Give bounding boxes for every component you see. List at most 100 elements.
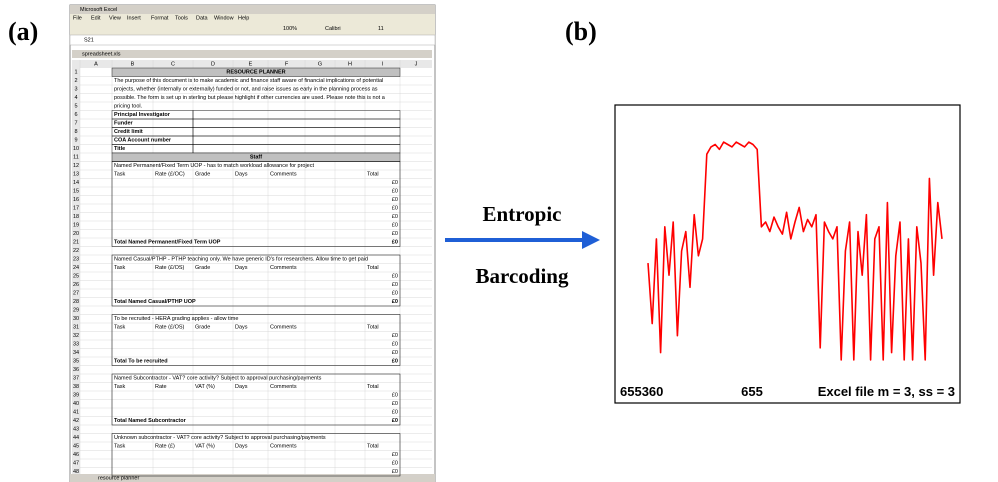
- section-title: Staff: [250, 155, 262, 161]
- cell-value: £0: [392, 461, 398, 467]
- column-header: H: [348, 61, 352, 67]
- menu-item[interactable]: Insert: [127, 15, 141, 21]
- row-number: 46: [73, 452, 79, 458]
- column-header: A: [94, 61, 98, 67]
- column-label: Task: [114, 265, 126, 271]
- section-heading: Named Casual/PTHP - PTHP teaching only. …: [114, 257, 368, 263]
- cell-value: £0: [392, 197, 398, 203]
- row-number: 19: [73, 223, 79, 229]
- column-label: Comments: [270, 444, 297, 450]
- row-number: 44: [73, 435, 79, 441]
- column-label: Rate (£/OS): [155, 325, 185, 331]
- menu-item[interactable]: View: [109, 15, 121, 21]
- column-label: Days: [235, 384, 248, 390]
- column-label: Days: [235, 325, 248, 331]
- cell-value: £0: [392, 282, 398, 288]
- row-number: 36: [73, 367, 79, 373]
- row-number: 3: [74, 87, 77, 93]
- app-title: Microsoft Excel: [80, 7, 117, 13]
- cell-ref: S21: [84, 37, 94, 43]
- column-label: Total: [367, 172, 379, 178]
- intro-line: pricing tool.: [114, 104, 143, 110]
- column-label: Total: [367, 384, 379, 390]
- column-label: Grade: [195, 172, 210, 178]
- column-label: Task: [114, 444, 126, 450]
- row-number: 23: [73, 257, 79, 263]
- row-number: 18: [73, 214, 79, 220]
- total-label: Total To be recruited: [114, 359, 168, 365]
- field-label: Principal Investigator: [114, 112, 171, 118]
- column-label: Days: [235, 444, 248, 450]
- cell-value: £0: [392, 401, 398, 407]
- column-header: D: [211, 61, 215, 67]
- row-number: 9: [74, 138, 77, 144]
- column-label: Total: [367, 325, 379, 331]
- row-number: 13: [73, 172, 79, 178]
- row-number: 1: [74, 70, 77, 76]
- column-label: Task: [114, 172, 126, 178]
- font-name: Calibri: [325, 26, 341, 32]
- row-number: 32: [73, 333, 79, 339]
- row-number: 38: [73, 384, 79, 390]
- cell-value: £0: [392, 223, 398, 229]
- column-header: G: [318, 61, 322, 67]
- row-number: 39: [73, 393, 79, 399]
- cell-value: £0: [392, 452, 398, 458]
- total-label: Total Named Subcontractor: [114, 418, 187, 424]
- column-label: Rate (£/OC): [155, 172, 185, 178]
- column-label: Comments: [270, 384, 297, 390]
- field-label: COA Account number: [114, 138, 172, 144]
- row-number: 10: [73, 146, 79, 152]
- row-number: 20: [73, 231, 79, 237]
- font-size: 11: [378, 26, 384, 32]
- figure: (a) (b) Entropic Barcoding Microsoft Exc…: [0, 0, 998, 482]
- menu-item[interactable]: Window: [214, 15, 234, 21]
- menu-item[interactable]: File: [73, 15, 82, 21]
- cell-value: £0: [392, 393, 398, 399]
- column-label: Rate (£/OS): [155, 265, 185, 271]
- row-number: 5: [74, 104, 77, 110]
- column-label: Comments: [270, 325, 297, 331]
- column-label: Total: [367, 444, 379, 450]
- menu-item[interactable]: Format: [151, 15, 169, 21]
- row-number: 7: [74, 121, 77, 127]
- menu-item[interactable]: Tools: [175, 15, 188, 21]
- column-label: VAT (%): [195, 444, 215, 450]
- row-number: 2: [74, 78, 77, 84]
- row-number: 24: [73, 265, 79, 271]
- annotation: Excel file m = 3, ss = 3: [818, 384, 955, 399]
- column-label: Comments: [270, 172, 297, 178]
- arrow-head: [582, 231, 600, 249]
- cell-value: £0: [392, 180, 398, 186]
- row-number: 26: [73, 282, 79, 288]
- column-label: Days: [235, 265, 248, 271]
- row-number: 17: [73, 206, 79, 212]
- cell-value: £0: [392, 350, 398, 356]
- cell-value: £0: [392, 206, 398, 212]
- section-heading: Named Permanent/Fixed Term UOP - has to …: [114, 163, 314, 169]
- row-number: 29: [73, 308, 79, 314]
- cell-value: £0: [392, 342, 398, 348]
- menu-bar: [70, 14, 435, 22]
- field-label: Credit limit: [114, 129, 143, 135]
- sheet-tab[interactable]: resource planner: [98, 475, 139, 481]
- total-value: £0: [392, 359, 398, 365]
- menu-item[interactable]: Edit: [91, 15, 101, 21]
- row-number: 28: [73, 299, 79, 305]
- row-number: 37: [73, 376, 79, 382]
- arrow-label: Barcoding: [476, 264, 569, 288]
- menu-item[interactable]: Data: [196, 15, 209, 21]
- row-number: 6: [74, 112, 77, 118]
- cell-value: £0: [392, 333, 398, 339]
- menu-item[interactable]: Help: [238, 15, 249, 21]
- row-number: 42: [73, 418, 79, 424]
- row-number: 31: [73, 325, 79, 331]
- arrow-label: Entropic: [483, 202, 562, 226]
- row-number: 34: [73, 350, 79, 356]
- cell-value: £0: [392, 274, 398, 280]
- row-number: 33: [73, 342, 79, 348]
- row-number: 16: [73, 197, 79, 203]
- panel-label: (b): [565, 17, 597, 46]
- annotation: 655360: [620, 384, 663, 399]
- section-heading: Named Subcontractor - VAT? core activity…: [114, 376, 322, 382]
